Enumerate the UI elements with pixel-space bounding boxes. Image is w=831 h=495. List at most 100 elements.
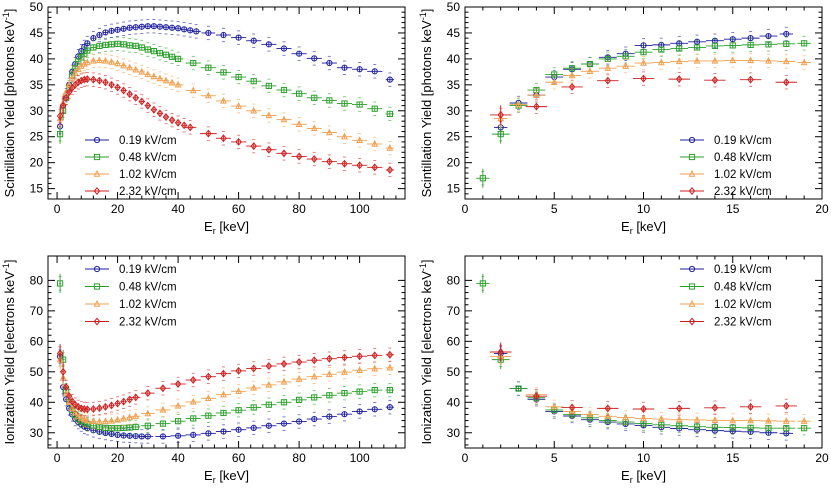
data-point bbox=[765, 41, 772, 48]
data-point bbox=[156, 74, 164, 82]
data-point bbox=[138, 97, 146, 106]
data-point bbox=[120, 61, 128, 69]
data-point bbox=[89, 56, 97, 64]
data-point bbox=[250, 424, 257, 431]
data-point bbox=[801, 425, 808, 432]
data-point bbox=[658, 421, 665, 428]
data-point bbox=[640, 404, 647, 413]
data-point bbox=[693, 38, 701, 45]
data-point bbox=[174, 118, 182, 127]
y-tick-label: 70 bbox=[30, 304, 44, 318]
data-point bbox=[356, 136, 364, 144]
data-point bbox=[711, 76, 719, 85]
data-point bbox=[96, 417, 103, 425]
data-point bbox=[568, 82, 576, 91]
y-tick-label: 70 bbox=[447, 304, 461, 318]
x-tick-label: 20 bbox=[815, 202, 829, 216]
data-point bbox=[126, 395, 133, 404]
x-tick-label: 60 bbox=[232, 202, 246, 216]
legend-entry: 0.48 kV/cm bbox=[119, 282, 177, 294]
x-tick-label: 40 bbox=[171, 451, 185, 465]
data-point bbox=[156, 23, 164, 30]
data-point bbox=[62, 383, 70, 392]
legend-entry: 1.02 kV/cm bbox=[119, 169, 177, 181]
y-tick-label: 20 bbox=[447, 156, 461, 170]
legend-entry: 1.02 kV/cm bbox=[119, 299, 177, 311]
data-point bbox=[132, 65, 140, 73]
data-point bbox=[326, 392, 333, 399]
data-point bbox=[235, 426, 242, 433]
data-point bbox=[675, 404, 683, 413]
data-point bbox=[550, 78, 558, 85]
data-point bbox=[126, 42, 133, 49]
data-point bbox=[220, 390, 227, 398]
data-point bbox=[144, 101, 152, 110]
data-point bbox=[265, 41, 272, 48]
data-point bbox=[156, 50, 164, 57]
data-point bbox=[250, 78, 257, 85]
x-tick-label: 10 bbox=[637, 202, 651, 216]
data-point bbox=[174, 25, 182, 32]
data-point bbox=[56, 349, 64, 358]
panel-iy-zoom: 0 5 10 15 20 30 40 50 60 70 80 Er [keV] Ionization Y… bbox=[418, 255, 829, 485]
data-point bbox=[747, 41, 754, 48]
data-point bbox=[235, 137, 242, 146]
series-1-02-kv-cm bbox=[56, 53, 395, 156]
data-point bbox=[640, 74, 647, 83]
data-point bbox=[62, 389, 70, 396]
data-point bbox=[102, 78, 109, 87]
y-tick-label: 35 bbox=[447, 78, 461, 92]
data-point bbox=[356, 161, 363, 170]
data-point bbox=[190, 59, 197, 67]
data-point bbox=[150, 105, 158, 114]
data-point bbox=[89, 417, 97, 425]
data-point bbox=[295, 120, 303, 127]
data-point bbox=[341, 100, 348, 107]
data-point bbox=[120, 25, 127, 32]
data-point bbox=[371, 105, 378, 112]
data-point bbox=[162, 51, 170, 58]
x-tick-label: 5 bbox=[551, 202, 558, 216]
data-point bbox=[75, 402, 82, 411]
legend-marker bbox=[93, 169, 101, 177]
legend-entry: 0.19 kV/cm bbox=[119, 135, 177, 147]
y-tick-label: 25 bbox=[447, 130, 461, 144]
data-point bbox=[189, 86, 197, 94]
data-point bbox=[657, 58, 665, 66]
legend-marker bbox=[688, 153, 696, 161]
data-point bbox=[295, 375, 303, 382]
data-point bbox=[159, 384, 167, 393]
panel-iy-full: 0 20 40 60 80 100 30 40 50 60 70 80 Er [keV] Ionizati… bbox=[1, 255, 406, 485]
data-point bbox=[371, 386, 378, 394]
data-point bbox=[205, 372, 212, 381]
data-point bbox=[280, 149, 288, 158]
data-point bbox=[550, 402, 558, 410]
data-point bbox=[729, 424, 736, 431]
legend: 0.19 kV/cm 0.48 kV/cm 1.02 kV/cm 2.32 kV/cm bbox=[85, 264, 177, 329]
data-point bbox=[174, 80, 182, 88]
plot-frame bbox=[47, 255, 406, 449]
data-point bbox=[144, 422, 151, 429]
data-point bbox=[280, 399, 288, 406]
data-point bbox=[356, 101, 363, 108]
data-point bbox=[205, 430, 212, 437]
data-point bbox=[120, 397, 127, 406]
data-point bbox=[174, 401, 182, 409]
data-point bbox=[604, 76, 612, 85]
data-point bbox=[586, 410, 594, 418]
data-point bbox=[62, 93, 70, 102]
legend-marker bbox=[688, 187, 696, 195]
data-point bbox=[77, 62, 85, 69]
legend-entry: 1.02 kV/cm bbox=[714, 169, 772, 181]
x-axis-label: Er [keV] bbox=[204, 219, 249, 236]
data-point bbox=[280, 377, 288, 385]
data-point bbox=[386, 386, 393, 394]
data-point bbox=[162, 24, 170, 31]
data-point bbox=[711, 56, 719, 64]
legend-marker bbox=[93, 153, 101, 161]
data-point bbox=[120, 432, 127, 439]
data-point bbox=[126, 24, 133, 31]
data-point bbox=[102, 29, 109, 36]
data-point bbox=[515, 100, 522, 108]
legend: 0.19 kV/cm 0.48 kV/cm 1.02 kV/cm 2.32 kV/cm bbox=[680, 264, 772, 329]
